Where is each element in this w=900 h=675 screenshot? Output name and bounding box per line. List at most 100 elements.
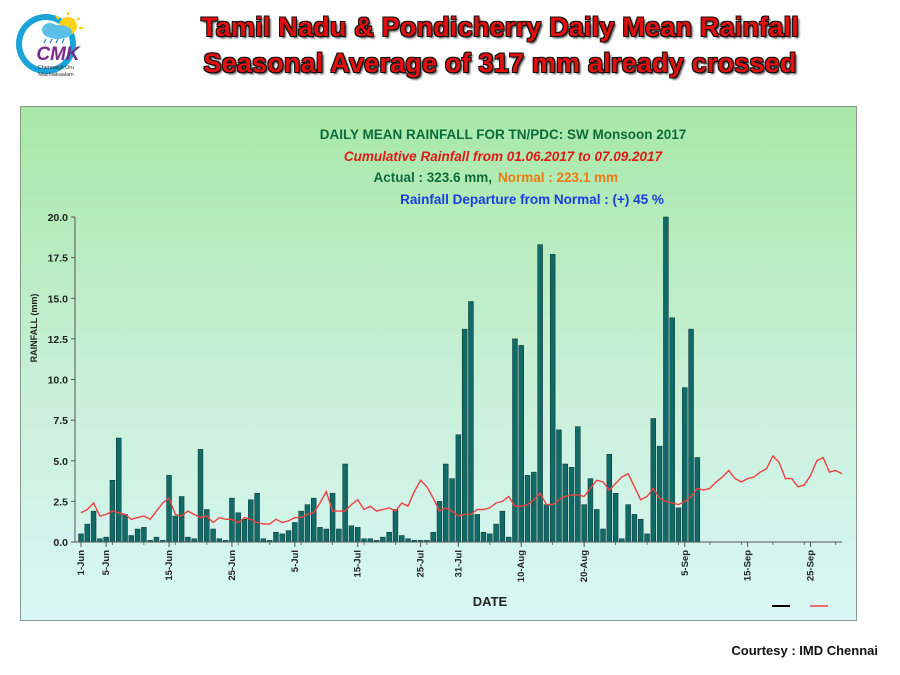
rainfall-bar (638, 519, 644, 543)
rainfall-bar (210, 528, 216, 543)
rainfall-bar (468, 301, 474, 543)
rainfall-bar (675, 507, 682, 543)
rainfall-bar (241, 519, 248, 543)
rainfall-bar (342, 463, 348, 543)
rainfall-bar (235, 512, 241, 543)
rainfall-bar (399, 535, 405, 543)
rainfall-bar (348, 525, 355, 543)
x-tick-label: 20-Aug (579, 550, 590, 582)
rainfall-bar (392, 509, 399, 543)
rainfall-bar (606, 454, 613, 543)
rainfall-bar (310, 497, 317, 543)
rainfall-bar (84, 523, 90, 543)
rainfall-bar (543, 504, 550, 543)
normal-rainfall-text: Normal : 223.1 mm (498, 170, 618, 185)
y-axis-ticks: 0.0 2.5 5.0 7.5 10.0 12.5 15.0 17.5 20.0 (48, 212, 75, 549)
courtesy-credit: Courtesy : IMD Chennai (731, 643, 878, 658)
x-tick-label: 25-Jun (227, 550, 238, 581)
rainfall-bar (323, 528, 329, 543)
logo-tagline-2: Mazhaikaalam (38, 72, 74, 78)
rainfall-bar (122, 514, 128, 543)
rainfall-bar (531, 471, 537, 543)
rainfall-bar (650, 418, 657, 543)
rainfall-bar (487, 533, 493, 543)
rainfall-bar (178, 496, 185, 543)
rainfall-bar (386, 532, 392, 543)
rainfall-bar (493, 523, 499, 543)
rainfall-bar (631, 514, 638, 543)
rainfall-bar (594, 509, 600, 543)
y-tick-label: 7.5 (53, 415, 68, 427)
rainfall-bar (380, 536, 386, 543)
rainfall-bar (663, 216, 669, 543)
rainfall-bar (474, 514, 480, 543)
rainfall-bar (669, 317, 675, 543)
rainfall-bar (153, 536, 160, 543)
rainfall-bar (166, 475, 172, 543)
rainfall-bar (562, 463, 568, 543)
y-tick-label: 5.0 (53, 456, 68, 468)
rainfall-bar (304, 504, 311, 543)
rainfall-bar (279, 533, 285, 543)
rainfall-bar (329, 493, 336, 543)
y-tick-label: 2.5 (53, 496, 68, 508)
page-title-line-2: Seasonal Average of 317 mm already cross… (203, 48, 797, 78)
y-tick-label: 15.0 (48, 293, 69, 305)
rainfall-bar (656, 445, 663, 543)
x-tick-label: 25-Sep (806, 550, 817, 581)
logo-tagline-1: Chennaiyil Oru (38, 65, 74, 71)
rainfall-chart: DAILY MEAN RAINFALL FOR TN/PDC: SW Monso… (20, 106, 857, 621)
departure-text: Rainfall Departure from Normal : (+) 45 … (400, 192, 664, 207)
chart-title: DAILY MEAN RAINFALL FOR TN/PDC: SW Monso… (320, 127, 687, 142)
rainfall-bar (443, 463, 449, 543)
rainfall-bar (505, 536, 512, 543)
rainfall-bar (612, 493, 619, 543)
y-tick-label: 12.5 (48, 334, 69, 346)
cmk-logo: CMK Chennaiyil Oru Mazhaikaalam (16, 12, 83, 78)
rainfall-bar (556, 429, 562, 543)
rainfall-bar (688, 328, 694, 543)
rainfall-bar (273, 532, 279, 543)
rainfall-bar (336, 528, 342, 543)
page-title-line-1: Tamil Nadu & Pondicherry Daily Mean Rain… (201, 12, 799, 42)
rainfall-bar (141, 527, 147, 543)
rainfall-bar (694, 457, 701, 543)
rainfall-bar (575, 426, 581, 543)
rainfall-bar (128, 535, 135, 543)
rainfall-bar (430, 532, 436, 543)
rainfall-bar (317, 527, 323, 543)
rainfall-bar (455, 434, 462, 543)
rainfall-bar (512, 338, 518, 543)
x-tick-label: 1-Jun (76, 550, 87, 576)
logo-name: CMK (36, 44, 81, 65)
rainfall-bar (172, 515, 179, 543)
x-tick-label: 5-Jul (290, 550, 301, 572)
rainfall-bar (682, 387, 688, 543)
x-tick-label: 15-Jul (353, 550, 364, 577)
x-tick-label: 5-Jun (101, 550, 112, 576)
rainfall-bar (103, 536, 109, 543)
rainfall-bar (355, 527, 361, 543)
rainfall-bar (568, 467, 575, 543)
x-tick-label: 15-Jun (164, 550, 175, 581)
y-tick-label: 10.0 (48, 375, 69, 387)
y-tick-label: 0.0 (53, 537, 68, 549)
rainfall-bar (204, 509, 210, 543)
y-tick-label: 20.0 (48, 212, 69, 224)
x-tick-label: 5-Sep (680, 550, 691, 576)
rainfall-bar (298, 510, 304, 543)
actual-rainfall-text: Actual : 323.6 mm, (373, 170, 492, 185)
rainfall-bar (581, 504, 587, 543)
rainfall-bar (78, 533, 84, 543)
rainfall-bar (116, 437, 122, 543)
rainfall-bar (254, 493, 260, 543)
rainfall-bar (518, 345, 524, 543)
y-axis-label: RAINFALL (mm) (29, 294, 39, 363)
rainfall-bar (292, 522, 298, 543)
x-tick-label: 15-Sep (743, 550, 754, 581)
rainfall-bar (197, 449, 204, 543)
rainfall-bar (625, 504, 631, 543)
x-axis-ticks: 1-Jun 5-Jun 15-Jun 25-Jun 5-Jul 15-Jul 25-Jul 3… (76, 542, 837, 582)
rainfall-bar (524, 475, 531, 543)
rainfall-bar (600, 528, 606, 543)
